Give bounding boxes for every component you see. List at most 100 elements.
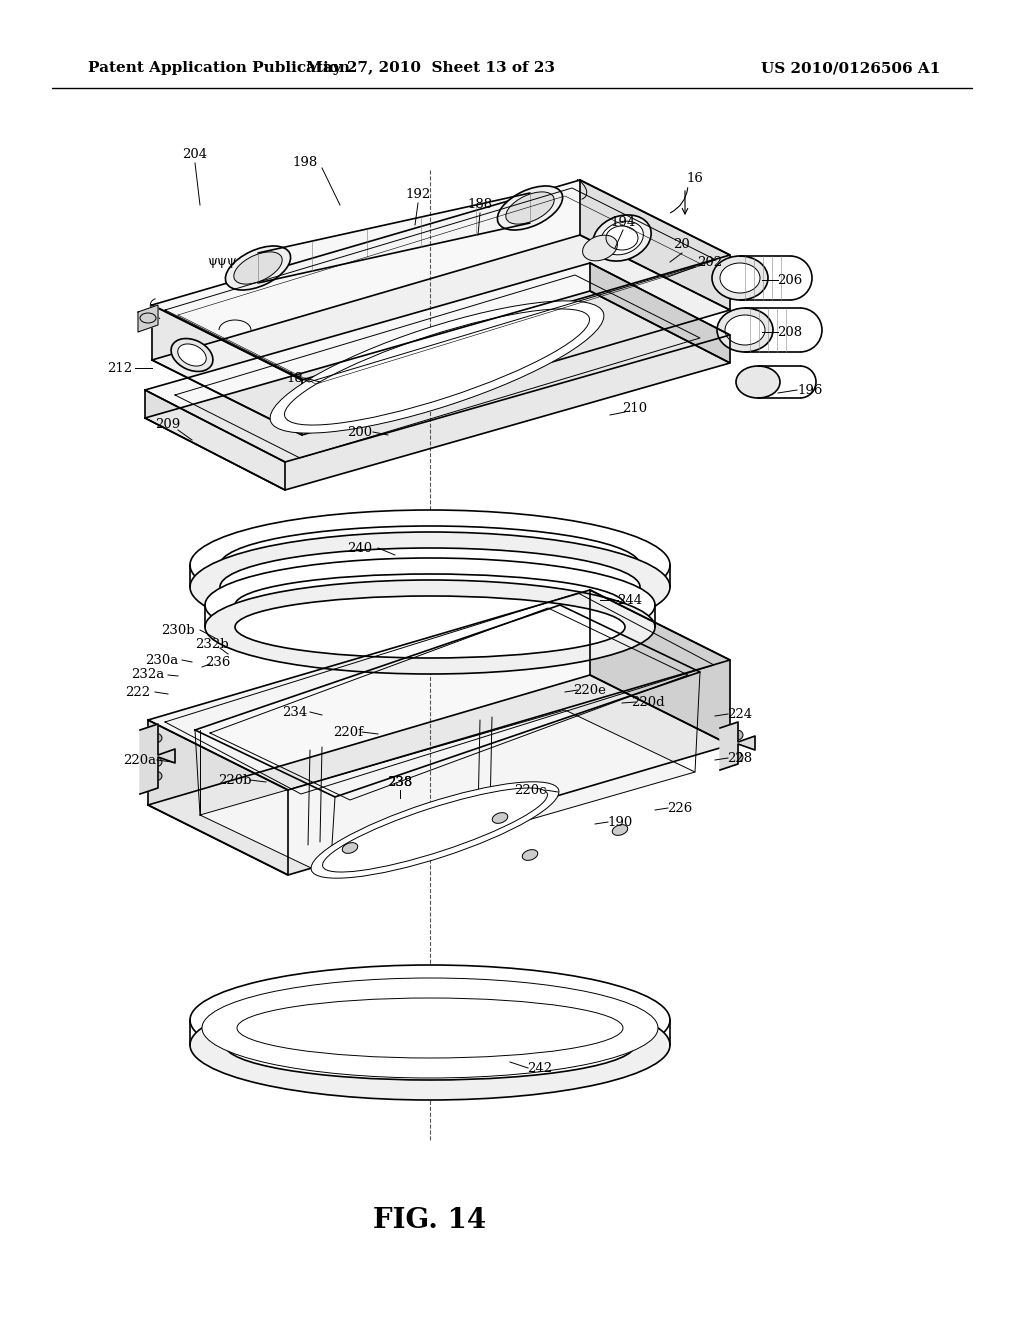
Text: ψψψ: ψψψ: [207, 256, 237, 268]
Ellipse shape: [493, 813, 508, 824]
Text: 220d: 220d: [631, 696, 665, 709]
Ellipse shape: [237, 998, 623, 1059]
Ellipse shape: [342, 842, 357, 853]
Text: 220c: 220c: [514, 784, 546, 796]
Ellipse shape: [583, 235, 617, 261]
Ellipse shape: [205, 558, 655, 652]
Ellipse shape: [612, 825, 628, 836]
Polygon shape: [200, 710, 695, 876]
Ellipse shape: [720, 263, 760, 293]
Polygon shape: [148, 719, 288, 875]
Ellipse shape: [522, 850, 538, 861]
Text: 18: 18: [287, 371, 303, 384]
Ellipse shape: [736, 366, 780, 399]
Ellipse shape: [190, 990, 670, 1100]
Text: 204: 204: [182, 149, 208, 161]
Text: 242: 242: [527, 1061, 553, 1074]
Text: 220b: 220b: [218, 774, 252, 787]
Text: 194: 194: [610, 215, 636, 228]
Text: 220f: 220f: [333, 726, 362, 738]
Text: 234: 234: [283, 705, 307, 718]
Text: 232b: 232b: [196, 639, 228, 652]
Polygon shape: [152, 180, 730, 380]
Ellipse shape: [190, 965, 670, 1074]
Text: Patent Application Publication: Patent Application Publication: [88, 61, 350, 75]
Ellipse shape: [148, 756, 162, 767]
Polygon shape: [145, 389, 285, 490]
Text: 238: 238: [387, 776, 413, 788]
Ellipse shape: [311, 781, 559, 878]
Ellipse shape: [593, 215, 651, 261]
Text: 236: 236: [206, 656, 230, 668]
Text: 16: 16: [686, 172, 703, 185]
Text: May 27, 2010  Sheet 13 of 23: May 27, 2010 Sheet 13 of 23: [305, 61, 555, 75]
Polygon shape: [580, 180, 730, 310]
Ellipse shape: [148, 733, 162, 743]
Text: 222: 222: [125, 685, 151, 698]
Ellipse shape: [270, 301, 604, 433]
Ellipse shape: [731, 752, 743, 762]
Polygon shape: [152, 305, 302, 436]
Polygon shape: [720, 722, 755, 770]
Text: 220a: 220a: [124, 754, 157, 767]
Text: 228: 228: [727, 751, 753, 764]
Polygon shape: [145, 290, 730, 490]
Ellipse shape: [601, 222, 643, 255]
Polygon shape: [152, 235, 730, 436]
Polygon shape: [590, 263, 730, 363]
Text: 230a: 230a: [145, 653, 178, 667]
Text: 20: 20: [674, 239, 690, 252]
Ellipse shape: [323, 788, 548, 873]
Ellipse shape: [205, 579, 655, 675]
Text: 202: 202: [697, 256, 723, 268]
Text: 224: 224: [727, 708, 753, 721]
Text: 196: 196: [798, 384, 822, 396]
Text: 240: 240: [347, 541, 373, 554]
Ellipse shape: [148, 771, 162, 781]
Text: 198: 198: [293, 157, 317, 169]
Text: 244: 244: [617, 594, 643, 606]
Text: 200: 200: [347, 425, 373, 438]
Polygon shape: [145, 263, 730, 462]
Text: 220e: 220e: [573, 684, 606, 697]
Text: 226: 226: [668, 801, 692, 814]
Text: 209: 209: [156, 418, 180, 432]
Ellipse shape: [725, 315, 765, 345]
Polygon shape: [140, 723, 175, 795]
Ellipse shape: [506, 191, 554, 224]
Text: 232a: 232a: [131, 668, 165, 681]
Text: 208: 208: [777, 326, 803, 338]
Polygon shape: [590, 590, 730, 744]
Ellipse shape: [731, 730, 743, 741]
Text: 210: 210: [623, 401, 647, 414]
Ellipse shape: [178, 345, 206, 366]
Ellipse shape: [202, 978, 658, 1078]
Text: 190: 190: [607, 816, 633, 829]
Ellipse shape: [225, 985, 635, 1055]
Ellipse shape: [498, 186, 562, 230]
Text: 188: 188: [467, 198, 493, 211]
Polygon shape: [138, 305, 158, 333]
Polygon shape: [195, 605, 700, 797]
Polygon shape: [148, 675, 730, 875]
Ellipse shape: [234, 597, 625, 657]
Text: FIG. 14: FIG. 14: [374, 1206, 486, 1233]
Ellipse shape: [171, 338, 213, 371]
Polygon shape: [258, 193, 530, 282]
Ellipse shape: [234, 574, 625, 636]
Text: 212: 212: [108, 362, 132, 375]
Ellipse shape: [285, 309, 590, 425]
Ellipse shape: [233, 252, 283, 284]
Ellipse shape: [190, 532, 670, 642]
Text: 230b: 230b: [161, 623, 195, 636]
Ellipse shape: [220, 525, 640, 605]
Text: 206: 206: [777, 273, 803, 286]
Ellipse shape: [717, 308, 773, 352]
Text: 238: 238: [387, 776, 413, 788]
Polygon shape: [148, 590, 730, 789]
Text: US 2010/0126506 A1: US 2010/0126506 A1: [761, 61, 940, 75]
Ellipse shape: [712, 256, 768, 300]
Ellipse shape: [220, 548, 640, 626]
Text: 192: 192: [406, 189, 431, 202]
Ellipse shape: [190, 510, 670, 620]
